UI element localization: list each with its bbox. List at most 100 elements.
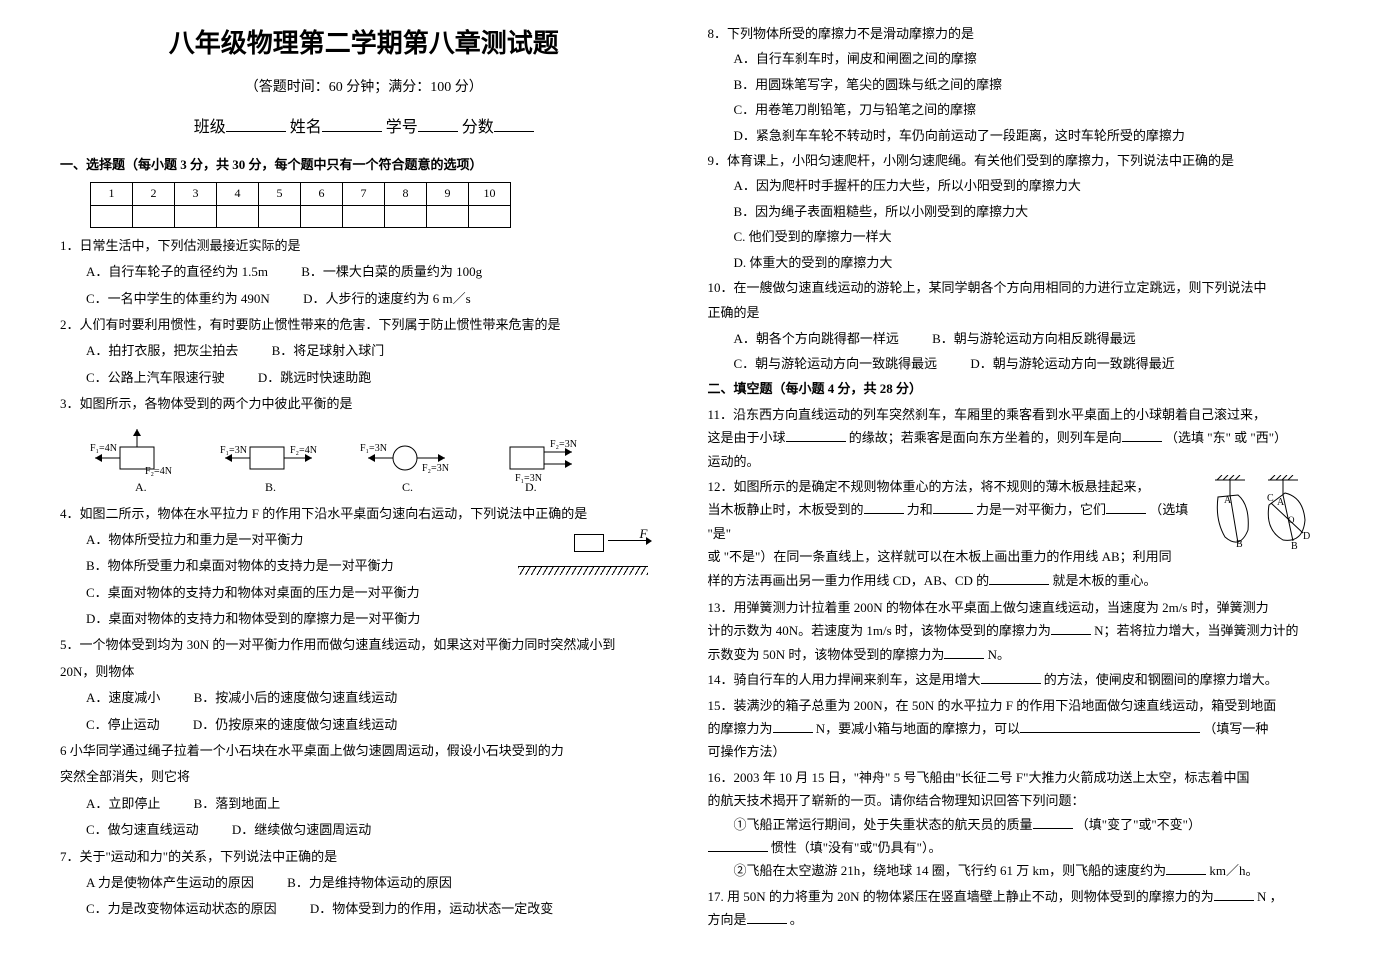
q2-a: A．拍打衣服，把灰尘拍去	[86, 339, 238, 362]
box-icon	[574, 534, 604, 552]
hcell: 1	[91, 183, 133, 206]
q3c-f1: F₁=3N	[360, 443, 387, 454]
label-score: 分数	[462, 119, 494, 136]
q13-t3: N；若将拉力增大，当弹簧测力计的	[1094, 623, 1298, 638]
bcell	[469, 205, 511, 227]
q7-b: B．力是维持物体运动的原因	[287, 871, 452, 894]
q9-stem: 9．体育课上，小阳匀速爬杆，小刚匀速爬绳。有关他们受到的摩擦力，下列说法中正确的…	[708, 149, 1316, 172]
blank	[989, 572, 1049, 585]
q14-t1: 14．骑自行车的人用力捍闸来刹车，这是用增大	[708, 672, 981, 687]
surface-icon	[518, 566, 648, 567]
q3a-f1: F₁=4N	[90, 443, 117, 454]
blank	[1166, 862, 1206, 875]
q13-t1: 13．用弹簧测力计拉着重 200N 的物体在水平桌面上做匀速直线运动，当速度为 …	[708, 600, 1269, 615]
q3d-f2: F₂=3N	[550, 439, 577, 450]
q4-d: D．桌面对物体的支持力和物体受到的摩擦力是一对平衡力	[60, 607, 668, 630]
q13-t2: 计的示数为 40N。若速度为 1m/s 时，该物体受到的摩擦力为	[708, 623, 1051, 638]
q3d-lab: D.	[525, 480, 537, 494]
info-line: 班级 姓名 学号 分数	[60, 114, 668, 143]
q6-b: B．落到地面上	[194, 792, 281, 815]
q10-c: C．朝与游轮运动方向一致跳得最远	[734, 352, 938, 375]
blank	[933, 501, 973, 514]
bcell	[91, 205, 133, 227]
svg-text:B: B	[1236, 539, 1243, 550]
q15: 15．装满沙的箱子总重为 200N，在 50N 的水平拉力 F 的作用下沿地面做…	[708, 694, 1316, 764]
page-title: 八年级物理第二学期第八章测试题	[60, 20, 668, 67]
q13: 13．用弹簧测力计拉着重 200N 的物体在水平桌面上做匀速直线运动，当速度为 …	[708, 596, 1316, 666]
q12-t6: 或 "不是"）在同一条直线上，这样就可以在木板上画出重力的作用线 AB；利用同	[708, 549, 1172, 564]
blank	[1020, 720, 1200, 733]
q15-t2: 的摩擦力为	[708, 721, 773, 736]
q16-t6: ②飞船在太空遨游 21h，绕地球 14 圈，飞行约 61 万 km，则飞船的速度…	[708, 863, 1167, 878]
q3-figures: F₁=4N F₂=4N A. F₁=3N F₂=4N B. F₁=3N F₂=3…	[80, 424, 668, 494]
blank	[1122, 429, 1162, 442]
svg-text:C: C	[1267, 493, 1274, 504]
blank-score	[494, 116, 534, 132]
hcell: 10	[469, 183, 511, 206]
q3-stem: 3．如图所示，各物体受到的两个力中彼此平衡的是	[60, 392, 668, 415]
q11-t5: 运动的。	[708, 454, 760, 469]
q16-t5: 惯性（填"没有"或"仍具有"）。	[771, 840, 942, 855]
blank	[786, 429, 846, 442]
hcell: 5	[259, 183, 301, 206]
q13-t5: N。	[988, 647, 1010, 662]
bcell	[133, 205, 175, 227]
q11: 11．沿东西方向直线运动的列车突然刹车，车厢里的乘客看到水平桌面上的小球朝着自己…	[708, 403, 1316, 473]
q8-stem: 8．下列物体所受的摩擦力不是滑动摩擦力的是	[708, 22, 1316, 45]
q5-c: C．停止运动	[86, 713, 160, 736]
answer-blank-row	[91, 205, 511, 227]
hcell: 2	[133, 183, 175, 206]
q2-opts1: A．拍打衣服，把灰尘拍去 B．将足球射入球门	[60, 339, 668, 362]
q14-t2: 的方法，使闸皮和钢圈间的摩擦力增大。	[1044, 672, 1278, 687]
blank-id	[418, 116, 458, 132]
svg-text:A: A	[1224, 495, 1232, 506]
blank	[773, 720, 813, 733]
q2-c: C．公路上汽车限速行驶	[86, 366, 225, 389]
q6-opts1: A．立即停止 B．落到地面上	[60, 792, 668, 815]
blank	[1051, 622, 1091, 635]
blank-class	[226, 116, 286, 132]
q2-d: D．跳远时快速助跑	[258, 366, 371, 389]
q14: 14．骑自行车的人用力捍闸来刹车，这是用增大 的方法，使闸皮和钢圈间的摩擦力增大…	[708, 668, 1316, 691]
q1-b: B．一棵大白菜的质量约为 100g	[301, 260, 482, 283]
q12-t7: 样的方法再画出另一重力作用线 CD，AB、CD 的	[708, 573, 990, 588]
q3b-lab: B.	[265, 480, 276, 494]
svg-text:O: O	[1288, 515, 1295, 525]
q11-t2: 这是由于小球	[708, 430, 786, 445]
bcell	[343, 205, 385, 227]
q12-figure: A B C A B D O	[1205, 475, 1315, 562]
q9-c: C. 他们受到的摩擦力一样大	[708, 225, 1316, 248]
hcell: 9	[427, 183, 469, 206]
blank	[747, 911, 787, 924]
q16-t4: （填"变了"或"不变"）	[1076, 817, 1201, 832]
q6-d: D．继续做匀速圆周运动	[232, 818, 371, 841]
answer-table: 1 2 3 4 5 6 7 8 9 10	[90, 182, 511, 228]
q17: 17. 用 50N 的力将重为 20N 的物体紧压在竖直墙壁上静止不动，则物体受…	[708, 885, 1316, 932]
q11-t3: 的缘故；若乘客是面向东方坐着的，则列车是向	[849, 430, 1122, 445]
q12-t1: 12．如图所示的是确定不规则物体重心的方法，将不规则的薄木板悬挂起来，	[708, 479, 1150, 494]
q7-d: D．物体受到力的作用，运动状态一定改变	[310, 897, 553, 920]
q16-t2: 的航天技术揭开了崭新的一页。请你结合物理知识回答下列问题：	[708, 793, 1085, 808]
q5-opts1: A．速度减小 B．按减小后的速度做匀速直线运动	[60, 686, 668, 709]
bcell	[385, 205, 427, 227]
q9-b: B．因为绳子表面粗糙些，所以小刚受到的摩擦力大	[708, 200, 1316, 223]
label-class: 班级	[194, 119, 226, 136]
q3-svg: F₁=4N F₂=4N A. F₁=3N F₂=4N B. F₁=3N F₂=3…	[80, 424, 600, 494]
svg-text:B: B	[1291, 541, 1298, 552]
blank	[1033, 816, 1073, 829]
q7-a: A 力是使物体产生运动的原因	[86, 871, 254, 894]
q7-opts1: A 力是使物体产生运动的原因 B．力是维持物体运动的原因	[60, 871, 668, 894]
q5-b: B．按减小后的速度做匀速直线运动	[194, 686, 398, 709]
q6-stem2: 突然全部消失，则它将	[60, 765, 668, 788]
hcell: 7	[343, 183, 385, 206]
right-column: 8．下列物体所受的摩擦力不是滑动摩擦力的是 A．自行车刹车时，闸皮和闸圈之间的摩…	[688, 20, 1336, 951]
q15-t1: 15．装满沙的箱子总重为 200N，在 50N 的水平拉力 F 的作用下沿地面做…	[708, 698, 1277, 713]
blank	[981, 671, 1041, 684]
q6-a: A．立即停止	[86, 792, 160, 815]
q9-d: D. 体重大的受到的摩擦力大	[708, 251, 1316, 274]
q12-t2: 当木板静止时，木板受到的	[708, 502, 864, 517]
q10-opts1: A．朝各个方向跳得都一样远 B．朝与游轮运动方向相反跳得最远	[708, 327, 1316, 350]
blank	[708, 839, 768, 852]
q8-d: D．紧急刹车车轮不转动时，车仍向前运动了一段距离，这时车轮所受的摩擦力	[708, 124, 1316, 147]
q6-c: C．做匀速直线运动	[86, 818, 199, 841]
